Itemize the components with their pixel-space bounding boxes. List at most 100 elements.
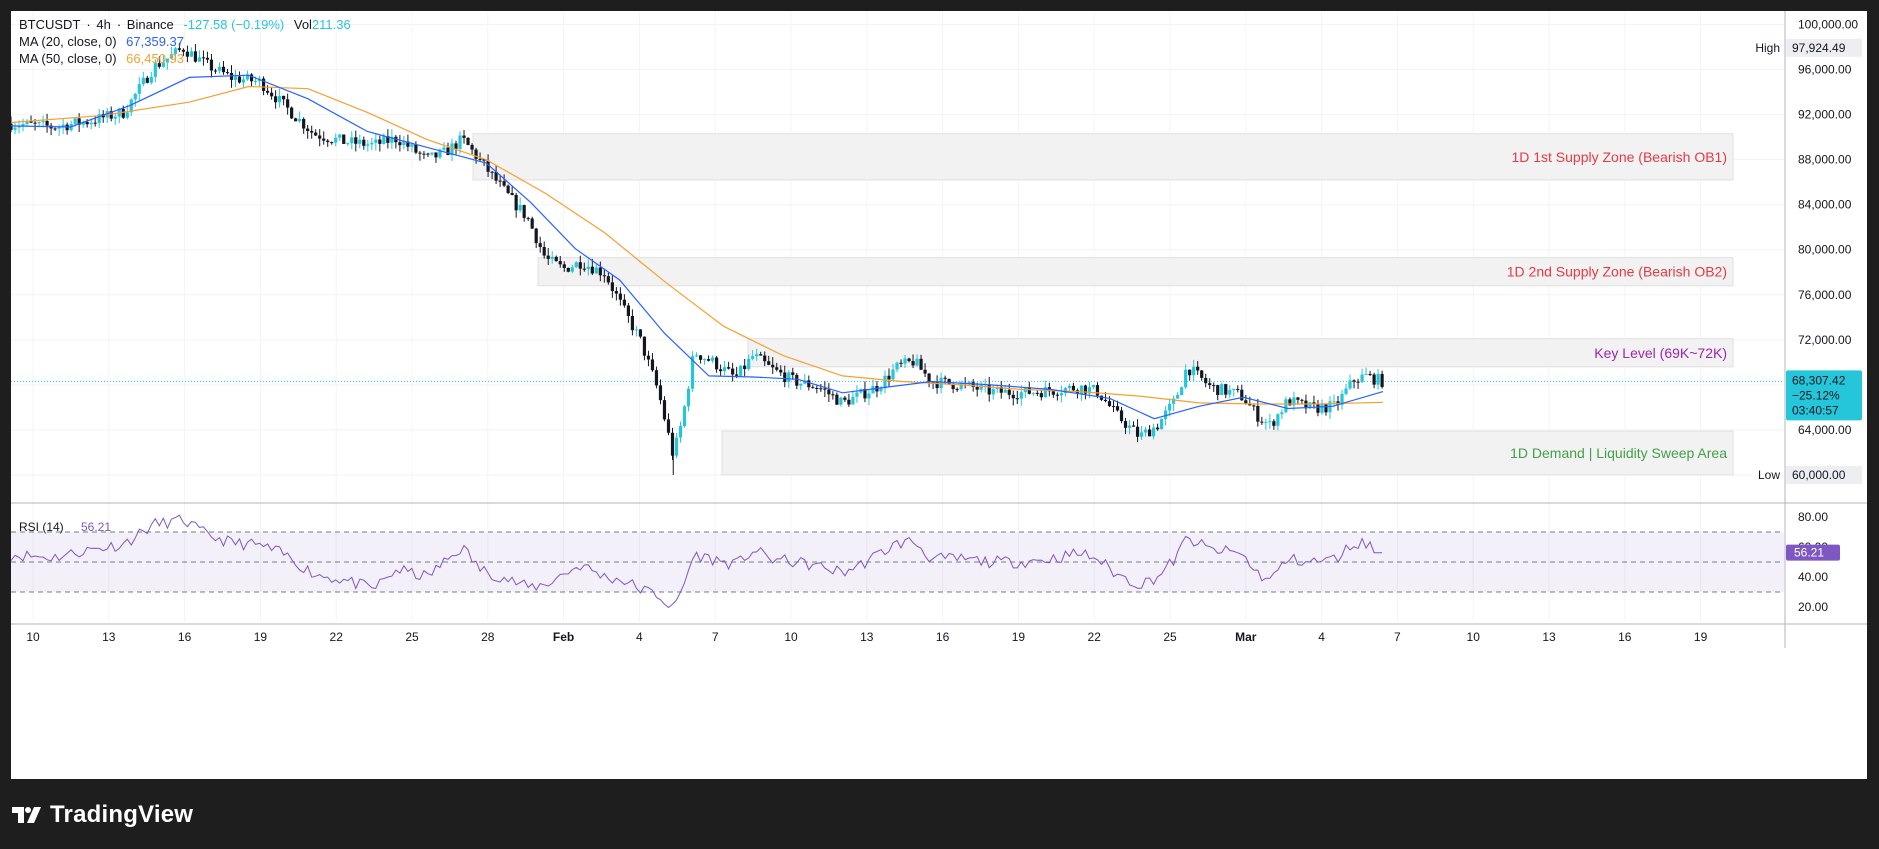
candle-body <box>626 305 630 317</box>
candle-body <box>41 120 45 123</box>
candle-body <box>1003 389 1007 393</box>
low-label-bg <box>1752 465 1782 484</box>
high-value-bg <box>1786 38 1862 57</box>
candle-body <box>145 77 149 83</box>
candle-body <box>366 144 370 146</box>
candle-body <box>1095 385 1100 396</box>
candle-body <box>314 132 318 136</box>
candle-body <box>57 126 61 129</box>
tradingview-logo[interactable]: TradingView <box>12 800 193 830</box>
candle-body <box>1119 410 1124 422</box>
candle-body <box>779 369 783 373</box>
x-tick-label: 13 <box>1542 630 1556 644</box>
candle-body <box>887 375 891 380</box>
candle-body <box>646 355 651 360</box>
candles <box>11 42 1384 475</box>
candle-body <box>1111 406 1116 408</box>
candle-body <box>1248 404 1252 406</box>
candle-body <box>979 385 983 390</box>
candle-body <box>1340 393 1344 405</box>
candle-body <box>927 373 931 383</box>
candle-body <box>574 262 578 268</box>
candle-body <box>839 397 843 405</box>
candle-body <box>1232 388 1236 391</box>
candle-body <box>799 383 803 386</box>
candle-body <box>1268 421 1272 423</box>
candle-body <box>422 153 426 155</box>
candle-body <box>189 51 194 57</box>
candle-body <box>490 171 494 173</box>
candle-body <box>1324 404 1328 413</box>
candle-body <box>847 399 851 405</box>
candle-body <box>37 122 41 124</box>
candle-body <box>1376 373 1380 385</box>
candle-body <box>330 142 334 144</box>
candle-body <box>1103 399 1108 402</box>
candle-body <box>1011 394 1015 399</box>
candle-body <box>883 375 887 389</box>
candle-body <box>638 329 643 337</box>
candle-body <box>1272 421 1276 426</box>
candle-body <box>137 84 141 94</box>
candle-body <box>486 160 490 172</box>
candle-body <box>253 80 258 82</box>
candle-body <box>522 205 526 218</box>
candle-body <box>743 365 747 370</box>
candle-body <box>991 389 995 395</box>
candle-body <box>1280 412 1284 415</box>
candle-body <box>558 261 562 265</box>
candle-body <box>1360 374 1364 383</box>
candle-body <box>1079 385 1084 394</box>
tradingview-logo-icon <box>12 807 41 823</box>
candle-body <box>1260 421 1264 423</box>
x-tick-label: 19 <box>1694 630 1708 644</box>
candle-body <box>1143 429 1148 433</box>
candle-body <box>1168 403 1172 411</box>
zones: 1D 1st Supply Zone (Bearish OB1) 1D 2nd S… <box>472 133 1734 476</box>
candle-body <box>1083 385 1088 394</box>
rsi-tick-label: 80.00 <box>1798 510 1828 524</box>
rsi-pane: RSI (14) 56.21 <box>11 514 1784 609</box>
brand-name: TradingView <box>50 801 194 828</box>
low-value: 60,000.00 <box>1792 468 1846 482</box>
candle-body <box>1071 385 1076 391</box>
candle-body <box>342 134 346 144</box>
candle-body <box>269 92 274 97</box>
candle-body <box>418 152 422 154</box>
candle-body <box>354 137 358 144</box>
zone-box <box>747 338 1734 368</box>
rsi-tick-label: 20.00 <box>1798 600 1828 614</box>
rsi-line <box>11 514 1383 609</box>
candle-body <box>698 355 703 360</box>
rsi-tag-value: 56.21 <box>1794 546 1824 560</box>
candle-body <box>662 400 667 420</box>
candle-body <box>935 382 939 389</box>
x-tick-label: 25 <box>405 630 419 644</box>
candle-body <box>282 95 286 100</box>
y-tick-label: 84,000.00 <box>1798 198 1852 212</box>
candle-body <box>759 354 763 356</box>
candle-body <box>346 143 350 145</box>
x-tick-label: 16 <box>936 630 950 644</box>
candle-body <box>1151 427 1156 437</box>
candle-body <box>1055 394 1059 396</box>
candle-body <box>470 144 474 150</box>
last-price-price: 68,307.42 <box>1792 373 1846 387</box>
candle-body <box>670 432 675 456</box>
ma50-value: 66,450.93 <box>126 51 185 66</box>
candle-body <box>121 108 125 118</box>
x-tick-label: 7 <box>712 630 719 644</box>
candle-body <box>25 120 29 125</box>
candle-body <box>430 152 434 155</box>
candle-body <box>1039 393 1043 398</box>
candle-body <box>53 128 57 130</box>
y-tick-label: 92,000.00 <box>1798 108 1852 122</box>
candle-body <box>1160 419 1164 430</box>
chart-canvas[interactable]: 1D 1st Supply Zone (Bearish OB1) 1D 2nd S… <box>11 11 1867 779</box>
candle-body <box>678 426 683 438</box>
candle-body <box>1147 429 1152 437</box>
x-tick-label: 7 <box>1394 630 1401 644</box>
candle-body <box>29 120 33 123</box>
candle-body <box>181 49 185 52</box>
candle-body <box>915 358 919 366</box>
